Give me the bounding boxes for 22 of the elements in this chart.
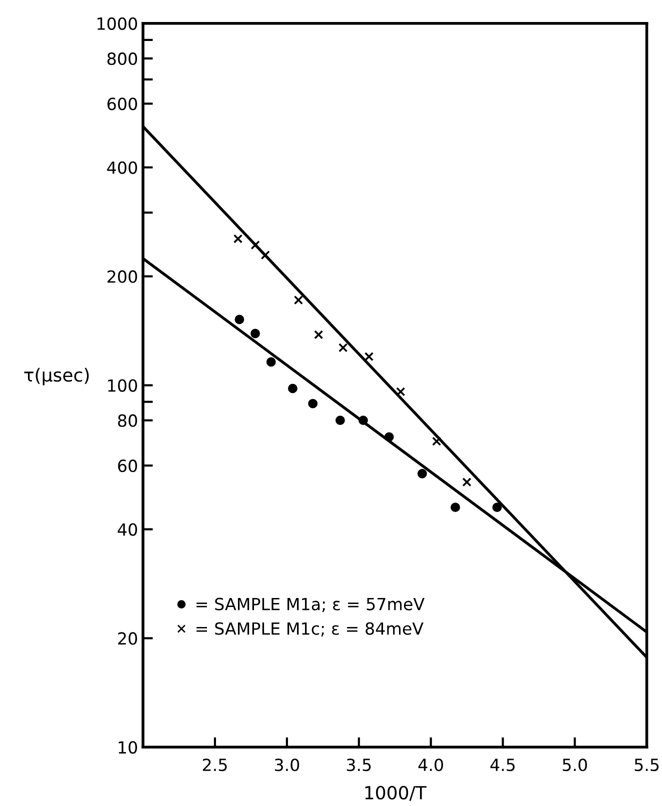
y-tick-label: 600 — [107, 98, 138, 110]
legend-label: = SAMPLE M1a; ε = 57meV — [196, 598, 425, 612]
y-tick-label: 400 — [107, 161, 138, 174]
legend-label: = SAMPLE M1c; ε = 84meV — [196, 622, 424, 637]
y-tick-label: 200 — [108, 270, 138, 283]
x-tick-label: 2.5 — [202, 758, 227, 772]
x-tick-label: 5.5 — [634, 758, 659, 772]
x-tick-label: 4.5 — [490, 758, 515, 772]
y-tick-label: 1000 — [98, 17, 138, 30]
y-tick-label: 800 — [107, 52, 138, 66]
y-tick-label: 40 — [118, 523, 138, 536]
y-tick-label: 10 — [118, 741, 138, 754]
x-tick-label: 4.0 — [418, 758, 444, 772]
x-tick-label: 5.0 — [562, 758, 587, 772]
y-tick-label: 100 — [108, 379, 138, 392]
y-tick-label: 20 — [118, 632, 138, 645]
y-tick-label: 80 — [118, 414, 138, 427]
x-axis-title: 1000/T — [365, 786, 426, 801]
y-tick-label: 60 — [118, 460, 138, 472]
x-tick-label: 3.0 — [274, 758, 300, 772]
x-tick-label: 3.5 — [346, 758, 371, 772]
y-axis-title: τ(μsec) — [24, 368, 89, 386]
